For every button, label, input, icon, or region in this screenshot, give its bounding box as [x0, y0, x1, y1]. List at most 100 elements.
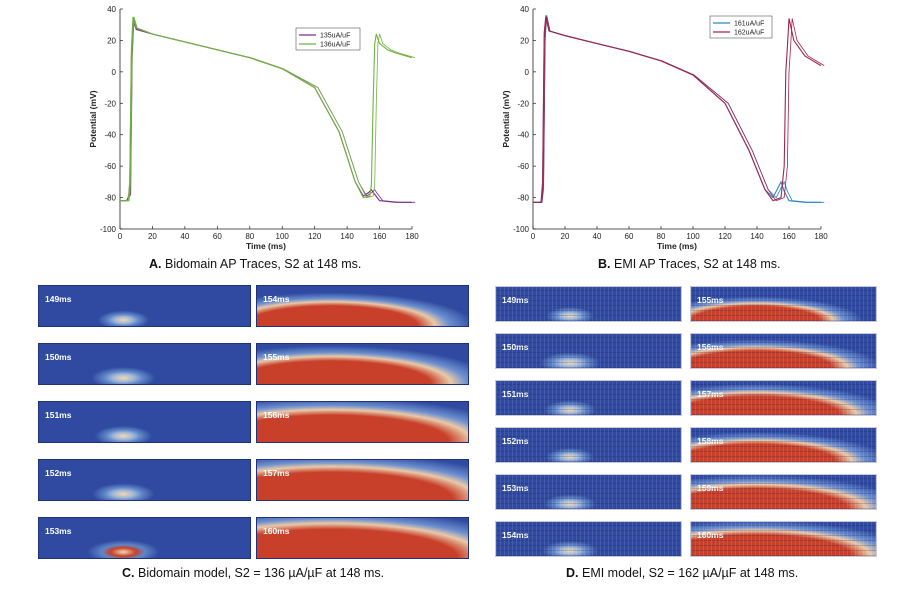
- caption-b-letter: B.: [598, 257, 611, 271]
- snapshot-tile: 157ms: [690, 380, 877, 416]
- snapshot-tile: 149ms: [38, 285, 251, 327]
- series-line-136uA/uF: [120, 16, 413, 202]
- x-tick-label: 160: [373, 232, 387, 241]
- caption-d: D. EMI model, S2 = 162 µA/µF at 148 ms.: [566, 566, 798, 580]
- snapshot-time-label: 149ms: [502, 295, 529, 305]
- x-tick-label: 100: [686, 232, 700, 241]
- snapshot-time-label: 154ms: [502, 530, 529, 540]
- chart-a-bidomain-ap-traces: 0 20 40 60 80 100 120 140 160 180 40 20 0 -20 -40 -60 -8…: [88, 5, 419, 251]
- snapshot-time-label: 160ms: [263, 526, 290, 536]
- snapshot-time-label: 155ms: [263, 352, 290, 362]
- snapshot-time-label: 160ms: [697, 530, 724, 540]
- y-tick-label: 40: [107, 5, 116, 14]
- snapshot-tile: 150ms: [38, 343, 251, 385]
- legend-entry: 161uA/uF: [734, 21, 764, 28]
- x-tick-label: 120: [718, 232, 732, 241]
- x-tick-label: 0: [531, 232, 536, 241]
- snapshot-tile: 151ms: [38, 401, 251, 443]
- x-tick-label: 60: [213, 232, 222, 241]
- snapshot-tile: 160ms: [690, 521, 877, 557]
- x-tick-label: 140: [340, 232, 354, 241]
- x-axis-label: Time (ms): [246, 241, 286, 251]
- snapshot-time-label: 156ms: [697, 342, 724, 352]
- y-tick-label: -60: [104, 162, 116, 171]
- y-tick-label: -40: [104, 131, 116, 140]
- y-tick-label: -80: [517, 194, 529, 203]
- snapshot-tile: 155ms: [256, 343, 469, 385]
- x-tick-label: 20: [148, 232, 157, 241]
- snapshot-tile: 149ms: [495, 286, 682, 322]
- y-tick-label: 0: [525, 68, 530, 77]
- y-tick-label: -40: [517, 131, 529, 140]
- snapshot-time-label: 150ms: [45, 352, 72, 362]
- snapshot-time-label: 154ms: [263, 294, 290, 304]
- chart-b-emi-ap-traces: 0 20 40 60 80 100 120 140 160 180 40 20 0 -20 -40 -60 -8…: [501, 5, 828, 251]
- y-tick-label: -60: [517, 162, 529, 171]
- x-tick-label: 180: [405, 232, 419, 241]
- snapshot-tile: 156ms: [256, 401, 469, 443]
- x-tick-label: 80: [657, 232, 666, 241]
- series-line-162uA/uF: [534, 16, 825, 203]
- snapshot-tile: 150ms: [495, 333, 682, 369]
- snapshot-time-label: 159ms: [697, 483, 724, 493]
- snapshot-tile: 154ms: [495, 521, 682, 557]
- snapshot-tile: 157ms: [256, 459, 469, 501]
- snapshot-tile: 154ms: [256, 285, 469, 327]
- caption-c-letter: C.: [122, 566, 135, 580]
- x-tick-label: 60: [625, 232, 634, 241]
- legend-entry: 136uA/uF: [320, 42, 350, 49]
- y-tick-label: 20: [107, 36, 116, 45]
- y-tick-label: 40: [520, 5, 529, 14]
- series-line-162uA/uF: [533, 16, 822, 203]
- snapshot-tile: 159ms: [690, 474, 877, 510]
- y-tick-label: 0: [112, 68, 117, 77]
- snapshot-tile: 155ms: [690, 286, 877, 322]
- snapshot-tile: 152ms: [495, 427, 682, 463]
- snapshot-time-label: 155ms: [697, 295, 724, 305]
- snapshot-time-label: 153ms: [502, 483, 529, 493]
- x-tick-label: 80: [245, 232, 254, 241]
- snapshot-time-label: 157ms: [697, 389, 724, 399]
- snapshot-time-label: 149ms: [45, 294, 72, 304]
- caption-c: C. Bidomain model, S2 = 136 µA/µF at 148…: [122, 566, 384, 580]
- y-axis-label: Potential (mV): [88, 90, 98, 147]
- snapshot-tile: 160ms: [256, 517, 469, 559]
- snapshot-time-label: 151ms: [502, 389, 529, 399]
- x-tick-label: 160: [782, 232, 796, 241]
- plot-area: [120, 9, 412, 229]
- x-tick-label: 180: [814, 232, 828, 241]
- snapshot-time-label: 157ms: [263, 468, 290, 478]
- x-tick-label: 40: [180, 232, 189, 241]
- x-tick-label: 20: [561, 232, 570, 241]
- snapshot-tile: 151ms: [495, 380, 682, 416]
- snapshot-tile: 156ms: [690, 333, 877, 369]
- x-tick-label: 120: [308, 232, 322, 241]
- x-tick-label: 0: [118, 232, 123, 241]
- snapshot-tile: 153ms: [38, 517, 251, 559]
- snapshot-time-label: 153ms: [45, 526, 72, 536]
- snapshot-time-label: 158ms: [697, 436, 724, 446]
- y-tick-label: -80: [104, 194, 116, 203]
- caption-a: A. Bidomain AP Traces, S2 at 148 ms.: [149, 257, 361, 271]
- caption-a-text: Bidomain AP Traces, S2 at 148 ms.: [164, 257, 362, 271]
- y-tick-label: -100: [100, 225, 117, 234]
- snapshot-time-label: 150ms: [502, 342, 529, 352]
- y-tick-label: -20: [517, 99, 529, 108]
- caption-a-letter: A.: [149, 257, 162, 271]
- x-axis-label: Time (ms): [657, 241, 697, 251]
- caption-b: B. EMI AP Traces, S2 at 148 ms.: [598, 257, 781, 271]
- snapshot-tile: 158ms: [690, 427, 877, 463]
- caption-d-text: EMI model, S2 = 162 µA/µF at 148 ms.: [581, 566, 799, 580]
- series-line-136uA/uF: [121, 16, 416, 202]
- snapshot-tile: 152ms: [38, 459, 251, 501]
- x-tick-label: 100: [276, 232, 290, 241]
- y-tick-label: -20: [104, 99, 116, 108]
- snapshot-tile: 153ms: [495, 474, 682, 510]
- caption-b-text: EMI AP Traces, S2 at 148 ms.: [613, 257, 781, 271]
- legend-entry: 135uA/uF: [320, 33, 350, 40]
- snapshot-time-label: 156ms: [263, 410, 290, 420]
- x-tick-label: 40: [593, 232, 602, 241]
- snapshot-time-label: 152ms: [45, 468, 72, 478]
- y-tick-label: 20: [520, 36, 529, 45]
- snapshot-time-label: 151ms: [45, 410, 72, 420]
